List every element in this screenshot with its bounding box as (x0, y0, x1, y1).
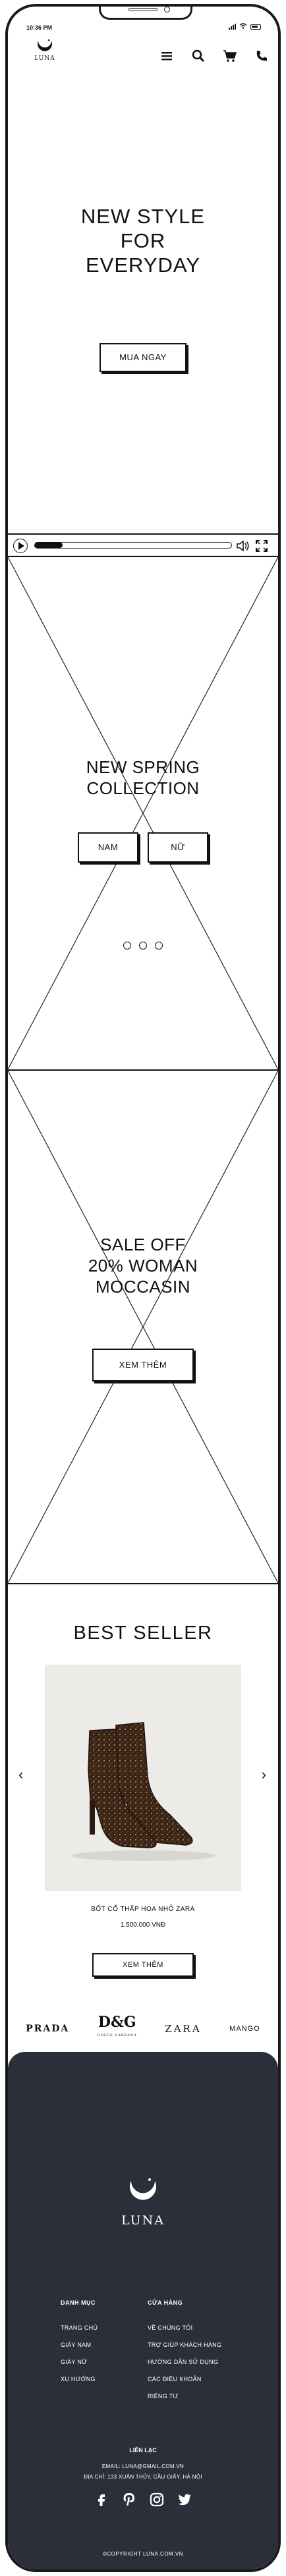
footer-link-terms[interactable]: CÁC ĐIỀU KHOẢN (148, 2376, 202, 2382)
brand-strip: PRADA D&G DOLCE GABBANA ZARA MANGO (8, 2006, 278, 2052)
footer-link-help[interactable]: TRỢ GIÚP KHÁCH HÀNG (148, 2342, 222, 2348)
brand-zara[interactable]: ZARA (165, 2023, 202, 2035)
pinterest-icon[interactable] (121, 2492, 137, 2508)
carousel-dot[interactable] (139, 942, 147, 950)
image-placeholder (8, 557, 278, 1069)
menu-icon[interactable] (159, 49, 174, 63)
play-icon[interactable] (13, 539, 28, 553)
footer-link-women-shoes[interactable]: GIÀY NỮ (61, 2359, 88, 2365)
moon-logo-icon (38, 39, 52, 51)
phone-frame: 10:36 PM LUNA (5, 4, 281, 2572)
women-button[interactable]: NỮ (148, 832, 208, 863)
twitter-icon[interactable] (177, 2492, 192, 2508)
signal-icon (229, 24, 236, 30)
brand-dg-subtitle: DOLCE GABBANA (97, 2033, 137, 2037)
video-player-controls (8, 533, 278, 557)
sale-banner: SALE OFF 20% WOMAN MOCCASIN XEM THÊM (8, 1071, 278, 1584)
footer-store-title: CỬA HÀNG (148, 2299, 183, 2306)
footer-email[interactable]: EMAIL: LUNA@GMAIL.COM.VN (101, 2463, 185, 2469)
luna-logo[interactable]: LUNA (26, 37, 63, 62)
gender-buttons: NAM NỮ (8, 832, 278, 863)
see-more-button[interactable]: XEM THÊM (92, 1349, 194, 1382)
brand-dg[interactable]: D&G DOLCE GABBANA (97, 2014, 137, 2042)
brand-prada[interactable]: PRADA (26, 2024, 70, 2034)
footer-link-men-shoes[interactable]: GIÀY NAM (61, 2342, 92, 2348)
battery-icon (250, 24, 261, 30)
wifi-icon (239, 23, 247, 30)
cart-icon[interactable] (223, 49, 237, 63)
product-name: BỐT CỔ THẤP HOA NHỎ ZARA (91, 1906, 195, 1913)
facebook-icon[interactable] (94, 2492, 109, 2508)
footer-logo[interactable]: LUNA (8, 2176, 278, 2228)
hero-banner: NEW STYLE FOR EVERYDAY MUA NGAY (8, 86, 278, 533)
footer-link-trends[interactable]: XU HƯỚNG (61, 2376, 96, 2382)
footer-link-home[interactable]: TRANG CHỦ (61, 2324, 98, 2331)
footer-contact: LIÊN LẠC EMAIL: LUNA@GMAIL.COM.VN ĐỊA CH… (8, 2447, 278, 2482)
footer-link-privacy[interactable]: RIÊNG TƯ (148, 2393, 179, 2400)
chevron-right-icon[interactable]: › (261, 1766, 266, 1783)
product-see-more-button[interactable]: XEM THÊM (92, 1953, 194, 1977)
men-button[interactable]: NAM (78, 832, 138, 863)
product-price: 1.500.000 VNĐ (120, 1921, 166, 1929)
boots-image (71, 1722, 216, 1861)
site-header: LUNA (8, 36, 278, 78)
video-progress-bar[interactable] (34, 542, 232, 549)
collection-banner: NEW SPRING COLLECTION NAM NỮ (8, 557, 278, 1071)
brand-dg-text: D&G (98, 2014, 136, 2031)
phone-icon[interactable] (254, 49, 269, 63)
footer-address: ĐỊA CHỈ: 133 XUÂN THỦY, CẦU GIẤY, HÀ NỘI (84, 2474, 202, 2480)
status-time: 10:36 PM (26, 24, 53, 31)
hero-title: NEW STYLE FOR EVERYDAY (80, 205, 206, 277)
search-icon[interactable] (191, 49, 206, 63)
footer-copyright: ©COPYRIGHT LUNA.COM.VN (102, 2551, 184, 2557)
footer-logo-text: LUNA (121, 2213, 165, 2228)
best-seller-section: BEST SELLER ‹ › BỐT CỔ THẤP (8, 1584, 278, 2006)
social-links (8, 2492, 278, 2508)
video-progress-fill (35, 543, 63, 548)
footer-link-about[interactable]: VỀ CHÚNG TÔI (148, 2324, 193, 2331)
status-icons (229, 23, 261, 30)
sale-title: SALE OFF 20% WOMAN MOCCASIN (88, 1235, 198, 1297)
carousel-dot[interactable] (123, 942, 131, 950)
phone-notch (99, 7, 192, 20)
moon-logo-icon (130, 2178, 156, 2200)
best-seller-title: BEST SELLER (73, 1623, 213, 1644)
shop-now-button[interactable]: MUA NGAY (100, 343, 186, 372)
collection-title: NEW SPRING COLLECTION (86, 757, 200, 798)
image-placeholder (8, 1071, 278, 1583)
header-nav (159, 49, 269, 63)
footer-store: CỬA HÀNG VỀ CHÚNG TÔI TRỢ GIÚP KHÁCH HÀN… (148, 2299, 221, 2405)
speaker-grille (129, 8, 157, 11)
site-footer: LUNA DANH MỤC TRANG CHỦ GIÀY NAM GIÀY NỮ… (8, 2052, 278, 2569)
logo-text: LUNA (34, 55, 55, 62)
footer-contact-title: LIÊN LẠC (129, 2447, 157, 2454)
footer-categories: DANH MỤC TRANG CHỦ GIÀY NAM GIÀY NỮ XU H… (61, 2299, 98, 2388)
brand-mango[interactable]: MANGO (229, 2025, 260, 2033)
carousel-dots (8, 942, 278, 950)
carousel-dot[interactable] (155, 942, 163, 950)
fullscreen-icon[interactable] (254, 539, 269, 553)
front-camera (164, 7, 170, 13)
instagram-icon[interactable] (149, 2492, 165, 2508)
footer-categories-title: DANH MỤC (61, 2299, 96, 2306)
volume-icon[interactable] (236, 539, 250, 556)
footer-link-guide[interactable]: HƯỚNG DẪN SỬ DỤNG (148, 2359, 219, 2365)
product-image[interactable] (45, 1665, 241, 1891)
chevron-left-icon[interactable]: ‹ (18, 1766, 24, 1783)
